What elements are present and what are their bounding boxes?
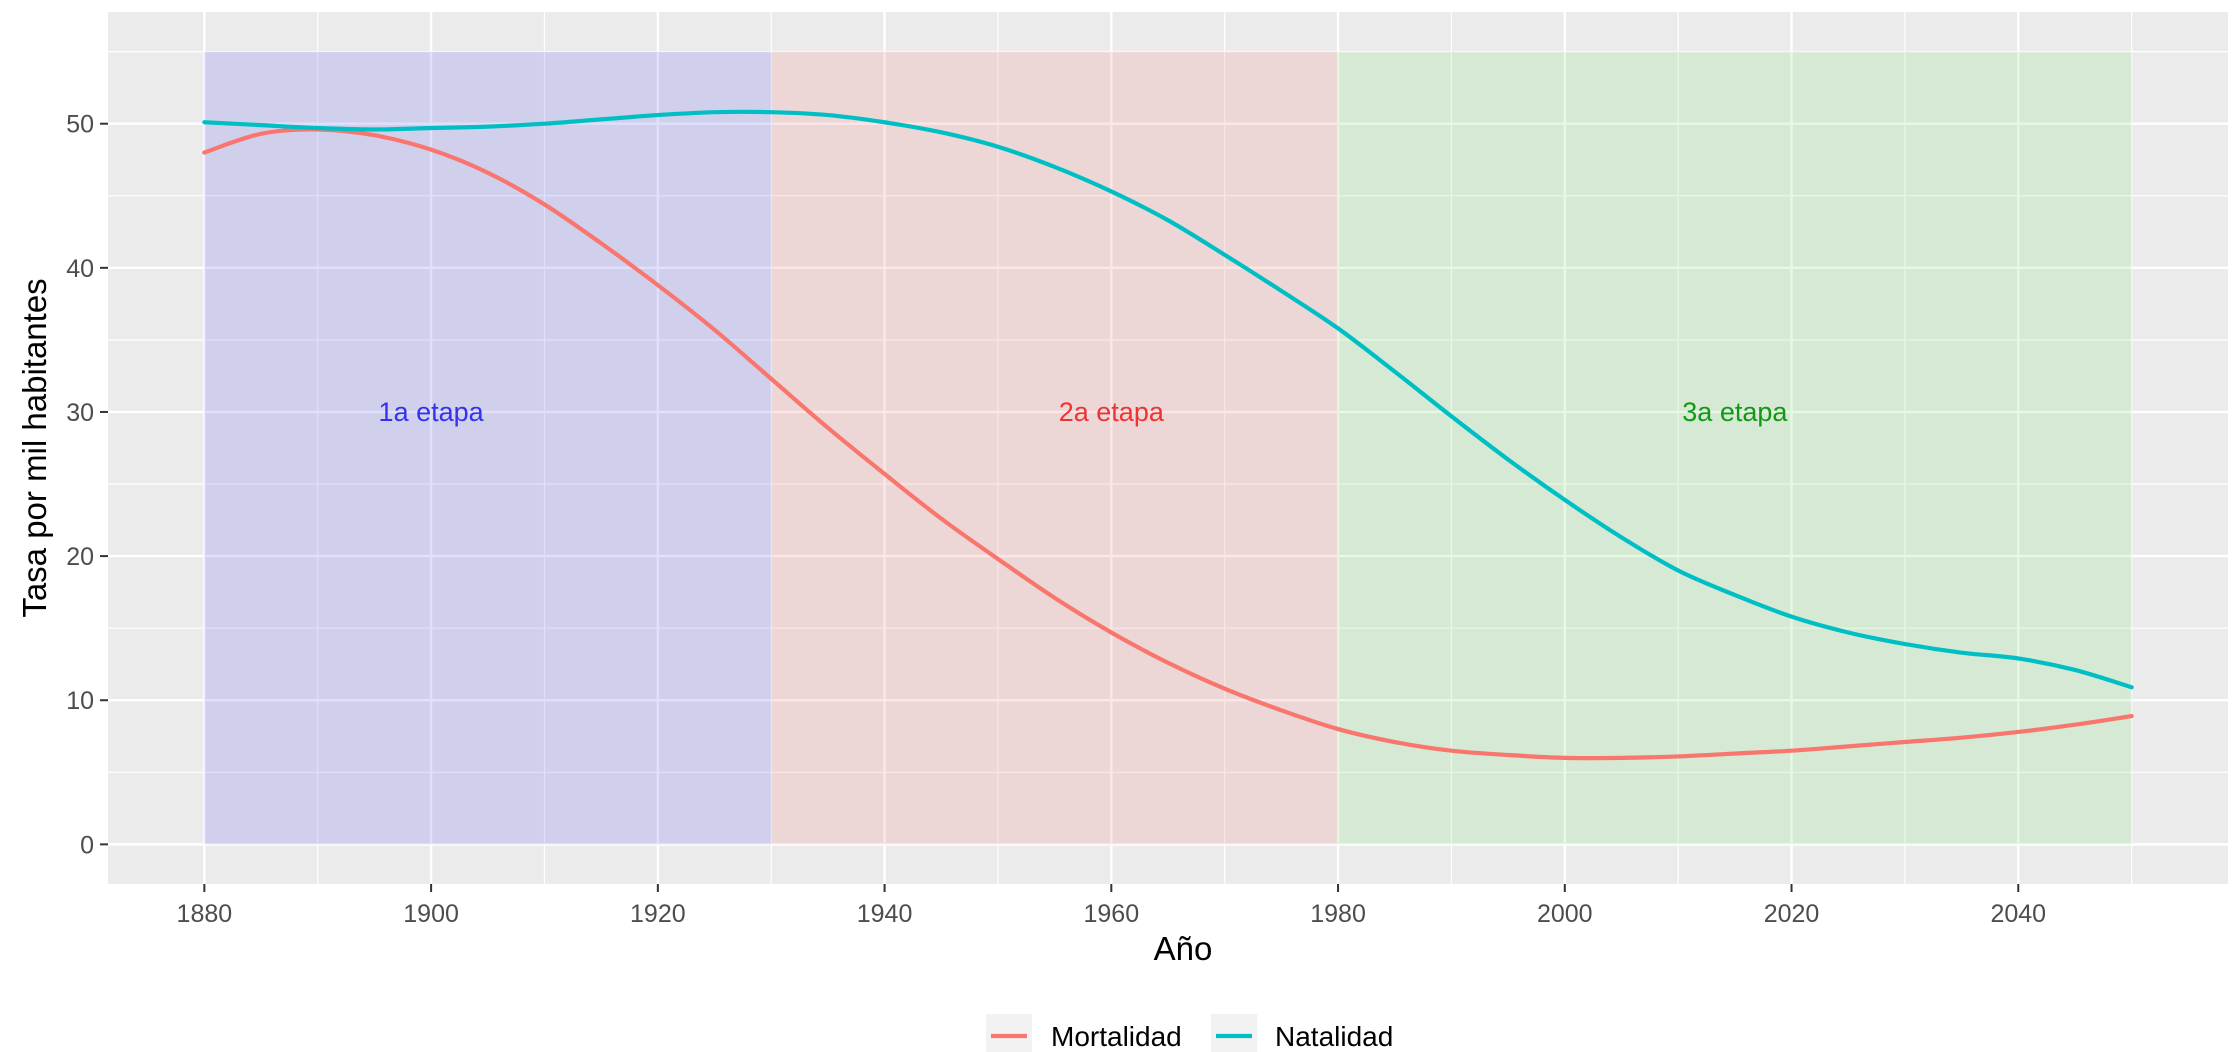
y-tick-label: 20: [66, 543, 94, 571]
x-tick-label: 1920: [630, 900, 686, 928]
y-tick-label: 10: [66, 687, 94, 715]
legend: Mortalidad Natalidad: [986, 1014, 1393, 1052]
x-tick-label: 1960: [1084, 900, 1140, 928]
x-tick-label: 2040: [1990, 900, 2046, 928]
stage-label-2: 2a etapa: [1059, 397, 1165, 427]
stage-bands: [204, 51, 2132, 845]
series-line-natalidad: [202, 109, 2134, 690]
legend-label-mortalidad: Mortalidad: [1051, 1021, 1182, 1052]
plot-panel: [108, 12, 2228, 884]
stage-band-3: [1338, 51, 2132, 845]
legend-key-mortalidad: [986, 1014, 1032, 1052]
x-tick-label: 1940: [857, 900, 913, 928]
legend-key-natalidad: [1211, 1014, 1257, 1052]
y-tick-label: 30: [66, 399, 94, 427]
legend-label-natalidad: Natalidad: [1275, 1021, 1393, 1052]
x-tick-label: 1880: [177, 900, 233, 928]
series-lines: [202, 109, 2134, 761]
grid-minor: [108, 12, 2228, 884]
y-tick-label: 0: [80, 831, 94, 859]
x-tick-label: 2000: [1537, 900, 1593, 928]
y-tick-label: 50: [66, 111, 94, 139]
y-axis-title: Tasa por mil habitantes: [16, 278, 53, 617]
stage-labels: 1a etapa 2a etapa 3a etapa: [379, 397, 1789, 427]
x-axis-title: Año: [1154, 930, 1213, 967]
y-tick-label: 40: [66, 255, 94, 283]
x-tick-label: 2020: [1764, 900, 1820, 928]
stage-label-1: 1a etapa: [379, 397, 485, 427]
stage-band-2: [771, 51, 1339, 845]
grid-major: [108, 12, 2228, 884]
x-tick-label: 1980: [1310, 900, 1366, 928]
stage-label-3: 3a etapa: [1682, 397, 1788, 427]
stage-band-1: [204, 51, 772, 845]
x-tick-label: 1900: [403, 900, 459, 928]
x-axis: 1880 1900 1920 1940 1960 1980 2000 2020 2040: [177, 884, 2046, 928]
series-line-mortalidad: [202, 127, 2134, 761]
y-axis: 0 10 20 30 40 50: [66, 111, 108, 859]
